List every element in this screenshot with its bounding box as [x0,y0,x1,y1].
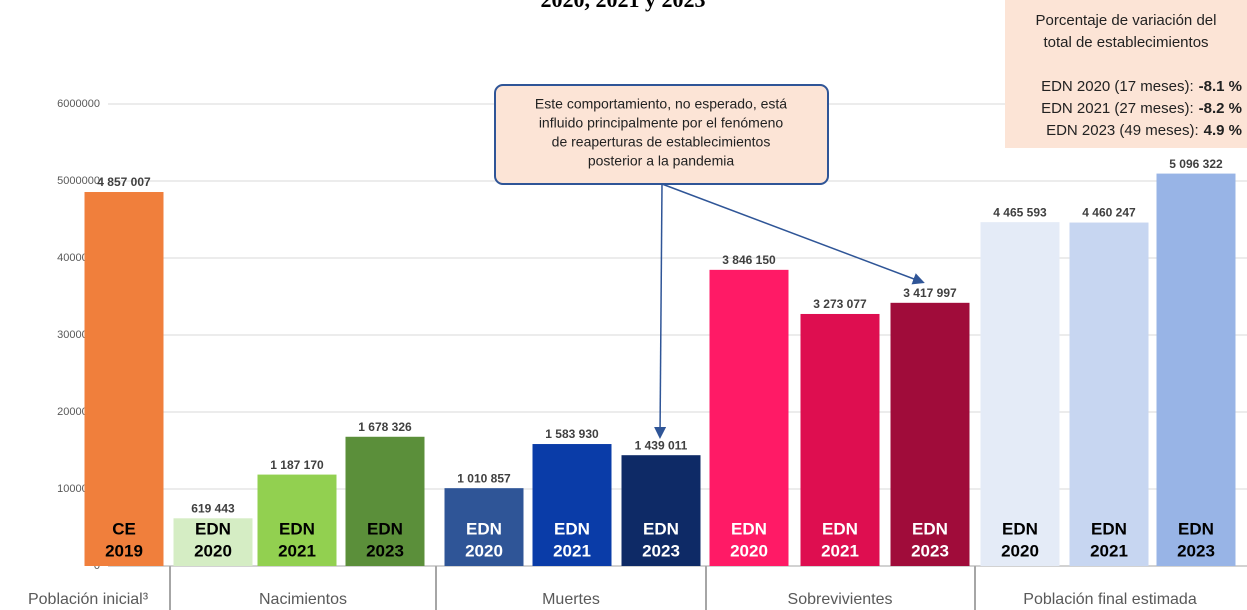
category-label: 2023 [366,541,404,560]
category-label: 2023 [642,541,680,560]
category-label: EDN [912,519,948,538]
category-label: EDN [466,519,502,538]
category-label: 2021 [1090,541,1128,560]
annotation-text: influido principalmente por el fenómeno [539,115,784,131]
value-label: 3 273 077 [813,297,867,311]
bar [444,488,524,566]
bar [1156,173,1236,567]
value-label: 4 857 007 [97,175,151,189]
bar [84,192,164,566]
value-label: 1 439 011 [635,438,688,452]
annotation-text: posterior a la pandemia [588,153,735,169]
category-label: EDN [1002,519,1038,538]
bar [800,313,880,566]
category-label: EDN [643,519,679,538]
annotation-text: de reaperturas de establecimientos [552,134,771,150]
category-label: 2020 [194,541,232,560]
y-tick-label: 5000000 [57,175,100,187]
variation-value: -8.1 % [1199,78,1242,95]
value-label: 1 583 930 [545,427,599,441]
category-label: 2023 [1177,541,1215,560]
category-label: 2021 [553,541,591,560]
bar [173,518,253,566]
category-label: 2023 [911,541,949,560]
variation-box [1005,0,1247,148]
variation-value: 4.9 % [1204,122,1242,139]
bar [532,444,612,566]
value-label: 1 187 170 [270,458,324,472]
variation-row: EDN 2020 (17 meses): -8.1 % [1041,78,1242,95]
value-label: 619 443 [191,501,235,515]
category-label: 2021 [278,541,316,560]
category-label: EDN [195,519,231,538]
arrow [654,183,667,439]
variation-title: total de establecimientos [1043,34,1208,51]
variation-row: EDN 2023 (49 meses): 4.9 % [1046,122,1242,139]
category-label: 2020 [465,541,503,560]
category-label: CE [112,519,136,538]
category-label: EDN [1178,519,1214,538]
category-label: EDN [1091,519,1127,538]
category-label: EDN [822,519,858,538]
category-label: EDN [554,519,590,538]
category-label: EDN [367,519,403,538]
category-label: 2020 [1001,541,1039,560]
bar [890,302,970,566]
value-label: 4 465 593 [993,205,1047,219]
variation-row: EDN 2021 (27 meses): -8.2 % [1041,100,1242,117]
category-label: 2019 [105,541,143,560]
group-label: Nacimientos [259,591,347,608]
bar [345,436,425,566]
bar [980,222,1060,566]
value-label: 1 678 326 [358,420,412,434]
value-label: 3 417 997 [903,286,957,300]
group-label: Sobrevivientes [788,591,893,608]
value-label: 1 010 857 [457,471,511,485]
chart-title: 2020, 2021 y 2023 [541,0,706,12]
arrow [661,183,925,285]
value-label: 3 846 150 [722,253,776,267]
value-label: 5 096 322 [1169,157,1223,171]
group-label: Población final estimada [1023,591,1197,608]
group-label: Población inicial³ [28,591,149,608]
variation-title: Porcentaje de variación del [1036,12,1217,29]
variation-label: EDN 2021 (27 meses): [1041,100,1194,117]
category-label: 2020 [730,541,768,560]
bar [709,269,789,566]
value-label: 4 460 247 [1082,206,1136,220]
bar [621,455,701,566]
variation-value: -8.2 % [1199,100,1242,117]
annotation-text: Este comportamiento, no esperado, está [535,96,787,112]
variation-label: EDN 2020 (17 meses): [1041,78,1194,95]
category-label: 2021 [821,541,859,560]
category-label: EDN [731,519,767,538]
bar [257,474,337,566]
bar [1069,222,1149,566]
y-tick-label: 6000000 [57,98,100,110]
variation-label: EDN 2023 (49 meses): [1046,122,1199,139]
group-label: Muertes [542,591,600,608]
category-label: EDN [279,519,315,538]
